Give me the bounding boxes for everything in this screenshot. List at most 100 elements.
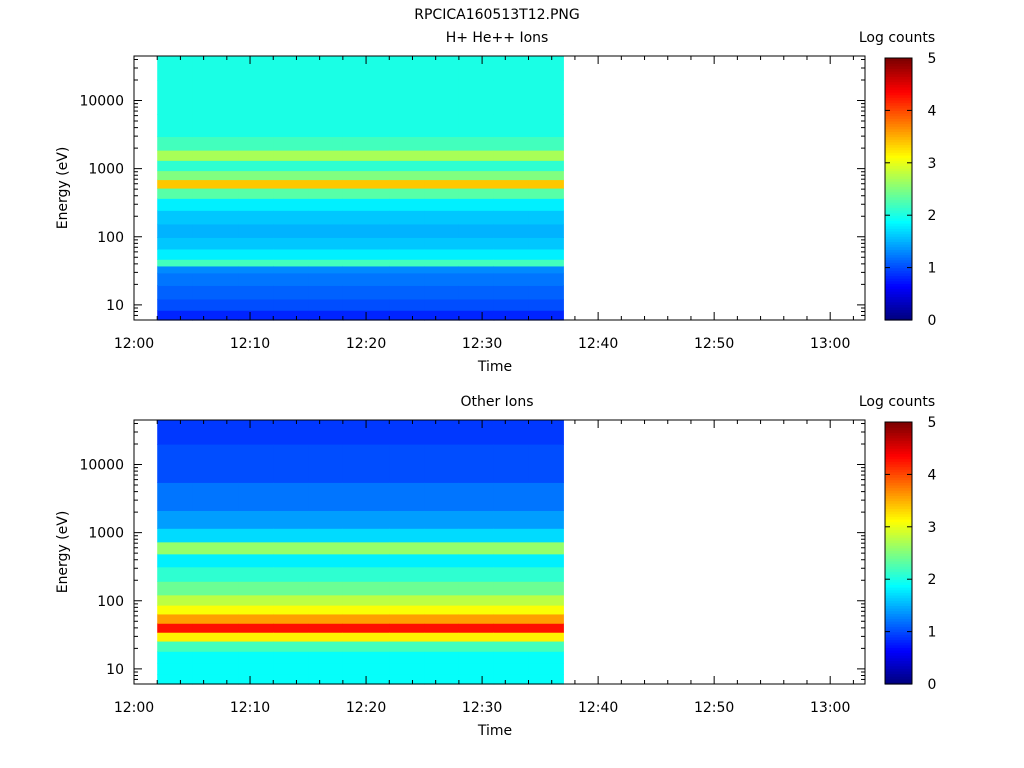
- heatmap-cell: [389, 188, 425, 199]
- colorbar-step: [885, 92, 912, 96]
- heatmap-cell: [493, 662, 530, 675]
- heatmap-cell: [157, 136, 193, 151]
- heatmap-cell: [273, 581, 309, 596]
- colorbar-tick-label: 5: [928, 51, 937, 67]
- panel-2-x-axis: 12:00 12:10 12:20 12:30 12:40 12:50 13:00: [114, 420, 854, 716]
- colorbar-step: [885, 553, 912, 557]
- heatmap-cell: [308, 188, 344, 199]
- heatmap-cell: [389, 265, 425, 274]
- heatmap-cell: [192, 223, 240, 238]
- heatmap-cell: [424, 223, 460, 238]
- heatmap-cell: [308, 541, 344, 555]
- colorbar-step: [885, 270, 912, 274]
- heatmap-cell: [192, 581, 240, 596]
- heatmap-cell: [342, 662, 390, 675]
- heatmap-cell: [389, 553, 425, 568]
- heatmap-cell: [493, 237, 530, 250]
- heatmap-cell: [308, 553, 344, 568]
- colorbar-step: [885, 154, 912, 159]
- heatmap-cell: [493, 613, 530, 624]
- heatmap-cell: [458, 188, 495, 199]
- heatmap-cell: [192, 613, 240, 624]
- colorbar-step: [885, 482, 912, 486]
- colorbar-step: [885, 513, 912, 517]
- heatmap-cell: [238, 510, 274, 529]
- heatmap-cell: [528, 581, 564, 596]
- heatmap-cell: [424, 510, 460, 529]
- heatmap-cell: [389, 272, 425, 286]
- y-tick-label: 100: [97, 594, 124, 610]
- heatmap-cell: [273, 136, 309, 151]
- heatmap-cell: [273, 179, 309, 189]
- heatmap-cell: [192, 198, 240, 211]
- heatmap-cell: [342, 160, 390, 172]
- heatmap-cell: [389, 79, 425, 115]
- heatmap-cell: [424, 179, 460, 189]
- heatmap-cell: [493, 223, 530, 238]
- heatmap-cell: [389, 662, 425, 675]
- colorbar-step: [885, 196, 912, 201]
- heatmap-cell: [424, 285, 460, 300]
- heatmap-cell: [493, 541, 530, 555]
- heatmap-cell: [424, 160, 460, 172]
- heatmap-cell: [424, 651, 460, 664]
- colorbar-step: [885, 442, 912, 447]
- heatmap-cell: [157, 265, 193, 274]
- colorbar-tick-label: 2: [928, 572, 937, 588]
- heatmap-cell: [342, 613, 390, 624]
- heatmap-cell: [389, 56, 425, 81]
- colorbar-step: [885, 518, 912, 523]
- colorbar-step: [885, 448, 912, 452]
- heatmap-cell: [389, 510, 425, 529]
- heatmap-cell: [192, 420, 240, 445]
- heatmap-cell: [528, 285, 564, 300]
- y-tick-label: 10: [106, 298, 124, 314]
- colorbar-step: [885, 173, 912, 177]
- heatmap-cell: [458, 298, 495, 311]
- heatmap-cell: [424, 443, 460, 483]
- heatmap-cell: [493, 285, 530, 300]
- heatmap-cell: [273, 623, 309, 633]
- y-tick-label: 10: [106, 662, 124, 678]
- colorbar-step: [885, 566, 912, 570]
- colorbar-step: [885, 246, 912, 250]
- heatmap-cell: [528, 136, 564, 151]
- heatmap-cell: [528, 79, 564, 115]
- panel-2-plot-frame: [133, 419, 866, 685]
- colorbar-step: [885, 194, 912, 198]
- heatmap-cell: [389, 150, 425, 161]
- colorbar-step: [885, 463, 912, 468]
- colorbar-step: [885, 649, 912, 654]
- heatmap-cell: [389, 285, 425, 300]
- heatmap-cell: [458, 272, 495, 286]
- heatmap-cell: [493, 605, 530, 615]
- colorbar-step: [885, 157, 912, 161]
- heatmap-cell: [389, 541, 425, 555]
- heatmap-cell: [493, 150, 530, 161]
- colorbar-step: [885, 139, 912, 143]
- heatmap-cell: [238, 632, 274, 642]
- heatmap-cell: [389, 482, 425, 511]
- heatmap-cell: [528, 150, 564, 161]
- heatmap-cell: [308, 651, 344, 664]
- colorbar-step: [885, 293, 912, 298]
- heatmap-cell: [273, 651, 309, 664]
- colorbar-step: [885, 202, 912, 206]
- heatmap-cell: [157, 640, 193, 652]
- colorbar-step: [885, 576, 912, 580]
- heatmap-cell: [458, 528, 495, 543]
- colorbar-step: [885, 681, 912, 685]
- heatmap-cell: [424, 272, 460, 286]
- colorbar-step: [885, 503, 912, 507]
- colorbar-step: [885, 89, 912, 93]
- heatmap-cell: [424, 198, 460, 211]
- x-tick-label: 12:20: [346, 700, 386, 716]
- heatmap-cell: [238, 160, 274, 172]
- heatmap-cell: [458, 285, 495, 300]
- colorbar-step: [885, 249, 912, 253]
- heatmap-cell: [308, 510, 344, 529]
- heatmap-cell: [238, 623, 274, 633]
- heatmap-cell: [424, 114, 460, 138]
- colorbar-step: [885, 461, 912, 465]
- heatmap-cell: [308, 632, 344, 642]
